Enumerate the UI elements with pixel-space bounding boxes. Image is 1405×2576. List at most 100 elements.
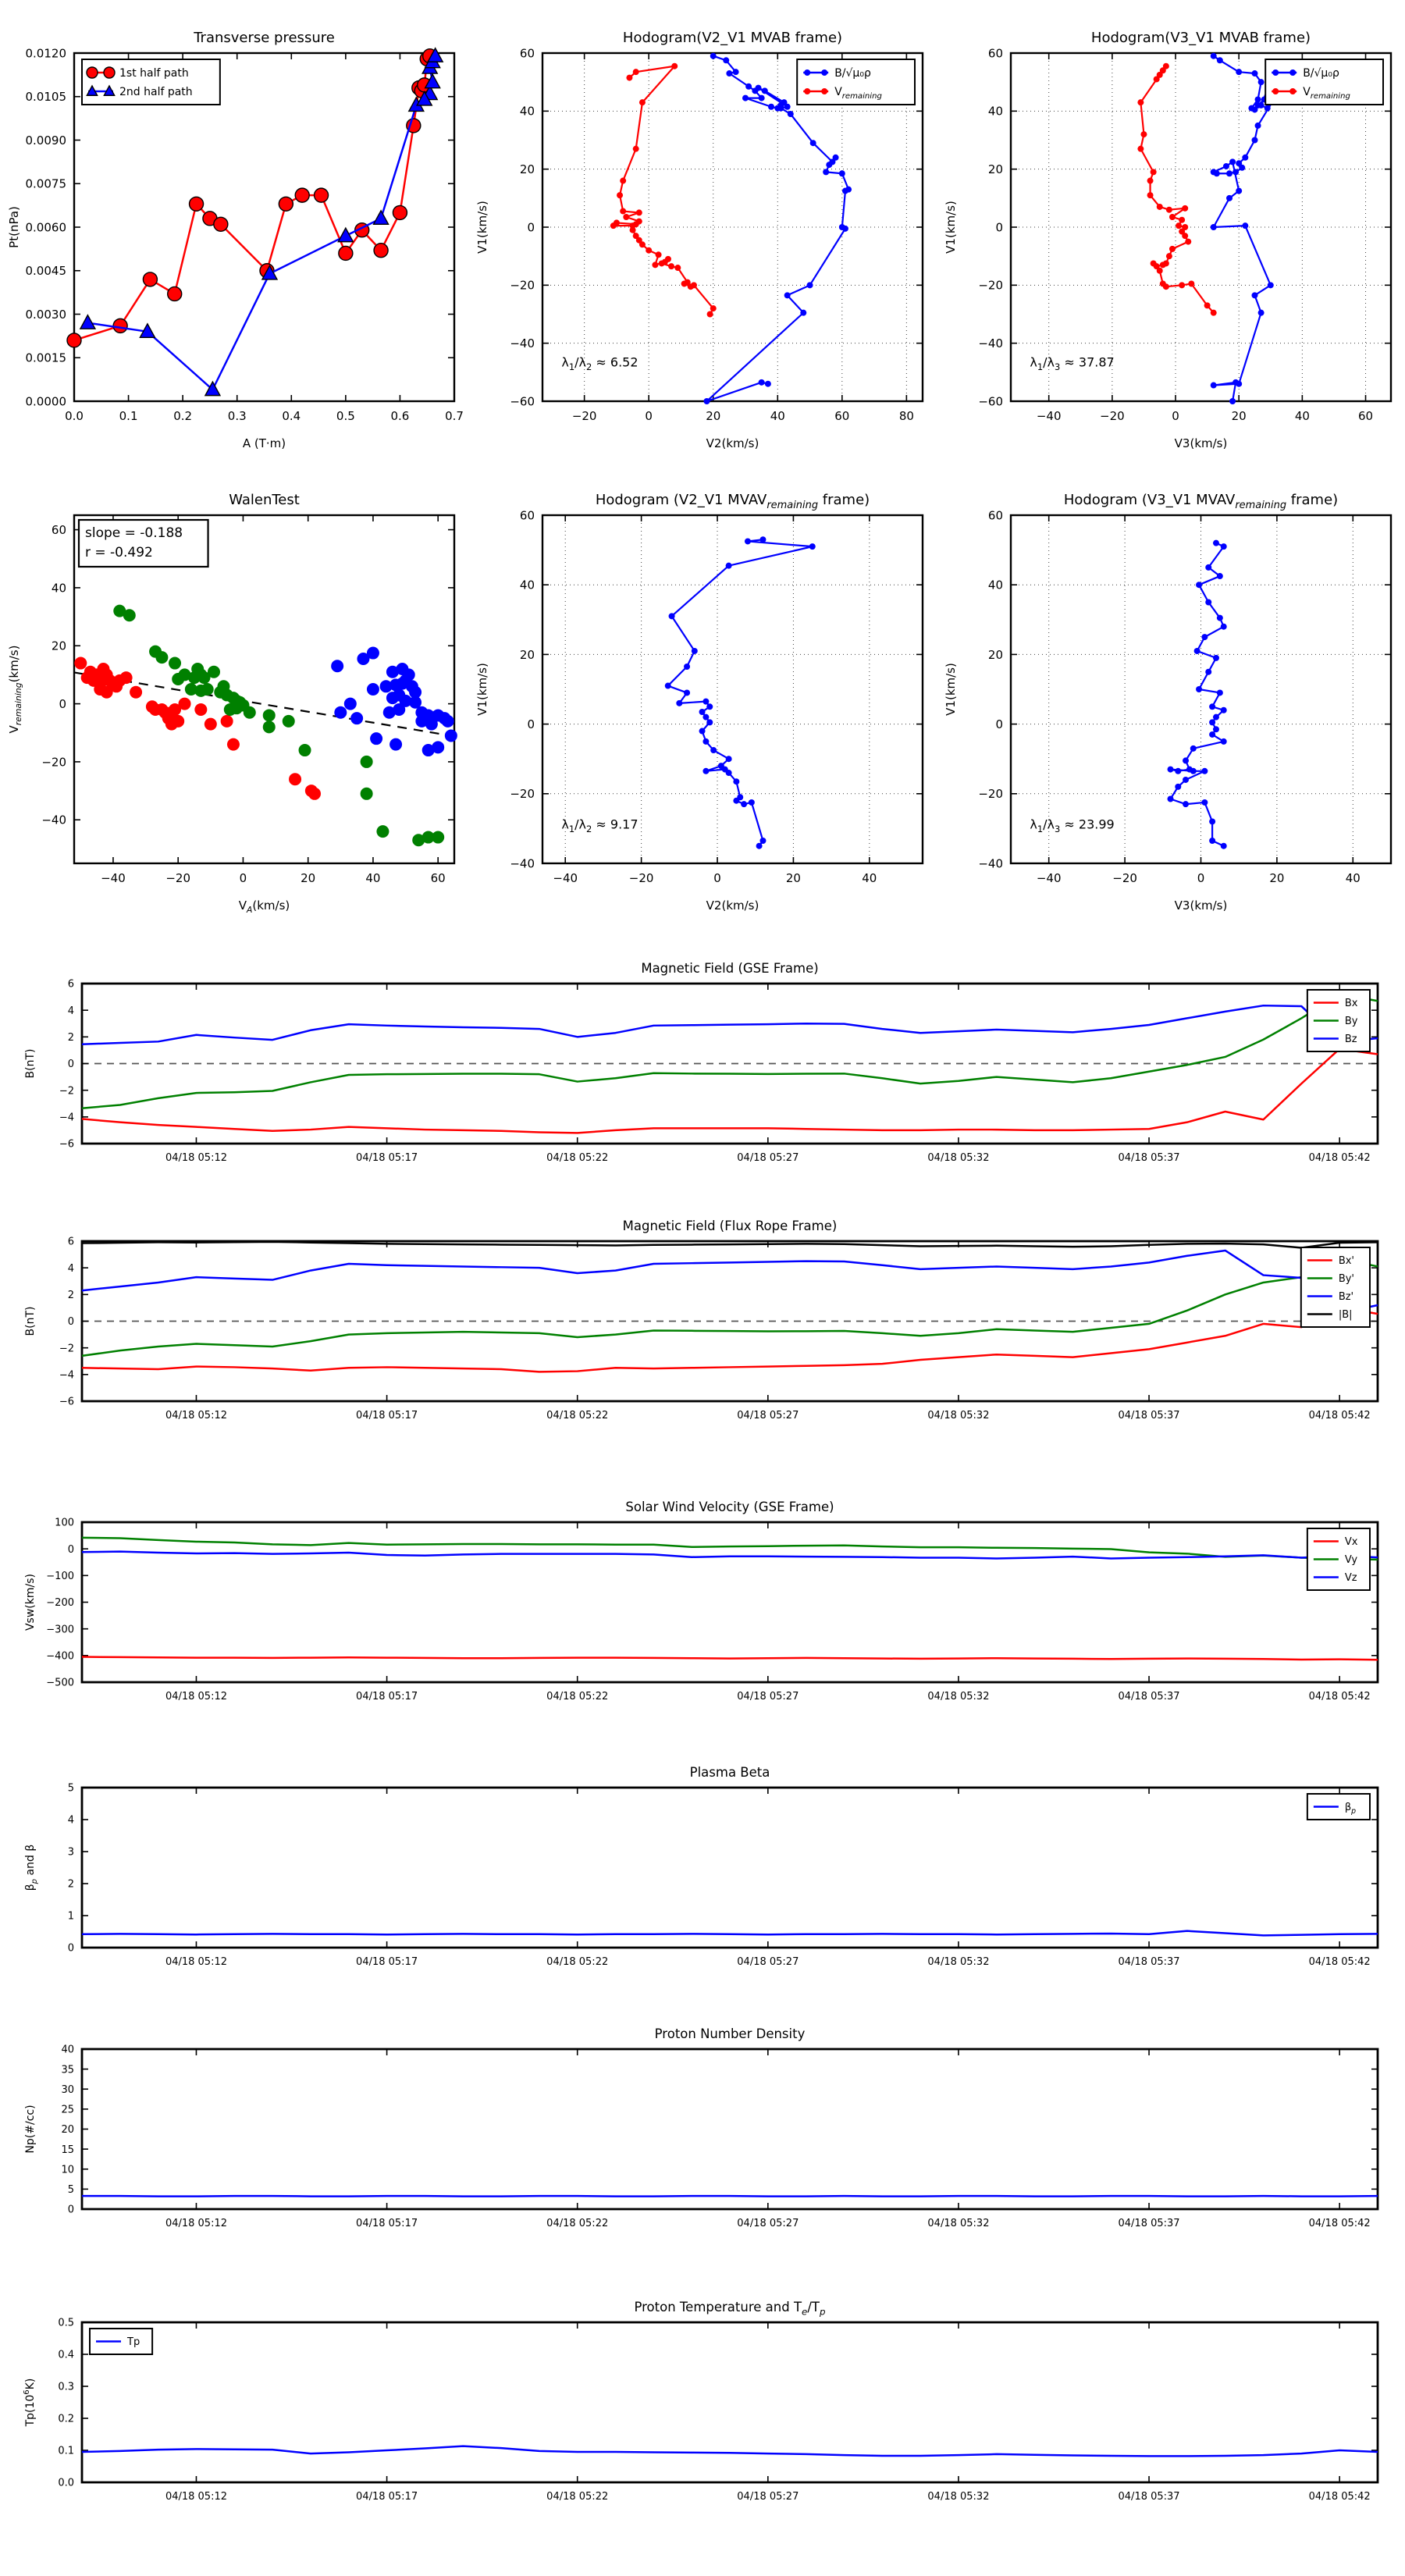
- series-tp: [81, 2445, 1378, 2457]
- scatter-group-green: [113, 604, 445, 847]
- x-tick-label: 04/18 05:27: [737, 1152, 799, 1164]
- legend-label: Vremaining: [834, 86, 882, 101]
- y-tick-label: −40: [510, 336, 535, 350]
- y-axis-label: Np(#/cc): [24, 2105, 37, 2153]
- stats-line: slope = -0.188: [85, 525, 183, 541]
- series-v-remaining: [610, 62, 717, 318]
- plot-title: Hodogram(V3_V1 MVAB frame): [1091, 30, 1311, 46]
- x-tick-label: 40: [862, 871, 877, 885]
- y-tick-label: 20: [988, 648, 1003, 662]
- x-tick-label: −20: [629, 871, 654, 885]
- y-tick-label: −6: [59, 1139, 74, 1151]
- y-tick-label: −40: [510, 856, 535, 870]
- x-tick-label: 40: [1295, 409, 1310, 423]
- y-tick-label: 0: [68, 1316, 74, 1328]
- hodogram-v3v1-mvav-plot: −40 −20 0 20 40 −40 −20 0 20 40 60 Hodogram (V3_V1 …: [944, 492, 1393, 913]
- x-tick-label: 40: [770, 409, 785, 423]
- x-tick-label: 04/18 05:17: [356, 1956, 418, 1968]
- magnetic-field-gse-plot: 04/18 05:12 04/18 05:17 04/18 05:22 04/18 0…: [24, 961, 1379, 1164]
- x-tick-label: 0.2: [173, 409, 192, 423]
- y-tick-label: 0.0090: [26, 133, 67, 148]
- x-tick-label: 80: [899, 409, 914, 423]
- series-v-hodogram: [1167, 539, 1227, 849]
- y-tick-label: −20: [978, 279, 1003, 293]
- x-tick-label: 04/18 05:37: [1119, 1691, 1180, 1703]
- y-tick-label: −100: [46, 1571, 74, 1582]
- y-axis-label: V1(km/s): [475, 663, 489, 716]
- y-tick-label: 0: [68, 2204, 74, 2216]
- legend-label: Bx': [1339, 1255, 1354, 1267]
- x-axis-label: V3(km/s): [1175, 898, 1228, 913]
- series-vx: [81, 1656, 1378, 1661]
- legend-label: 1st half path: [119, 67, 189, 80]
- plot-title: Hodogram(V2_V1 MVAB frame): [623, 30, 842, 46]
- series-b-sqrt-mu0-rho-: [703, 52, 852, 404]
- x-tick-label: 0: [1172, 409, 1179, 423]
- legend-label: Tp: [126, 2336, 140, 2348]
- legend-label: Vx: [1345, 1536, 1358, 1548]
- y-tick-label: 0: [68, 1943, 74, 1955]
- series-v-remaining: [1137, 62, 1217, 316]
- axes-plot-bgse: [80, 982, 1379, 1145]
- y-axis-label: B(nT): [24, 1307, 37, 1336]
- scatter-group-red: [74, 656, 322, 800]
- x-tick-label: 04/18 05:42: [1309, 1410, 1371, 1421]
- y-tick-label: 20: [520, 162, 535, 176]
- x-tick-label: 0: [240, 871, 247, 885]
- x-tick-label: −40: [553, 871, 578, 885]
- x-tick-label: 0: [713, 871, 721, 885]
- y-tick-label: 4: [68, 1005, 74, 1017]
- x-tick-label: 04/18 05:17: [356, 1152, 418, 1164]
- legend-label: Vremaining: [1303, 86, 1350, 101]
- y-tick-label: 2: [68, 1879, 74, 1891]
- y-tick-label: 20: [52, 639, 66, 653]
- x-tick-label: 20: [1269, 871, 1284, 885]
- y-axis-label: Vremaining(km/s): [7, 646, 23, 734]
- y-axis-label: V1(km/s): [475, 201, 489, 254]
- y-tick-label: 10: [61, 2164, 74, 2176]
- y-tick-label: 40: [520, 578, 535, 592]
- y-tick-label: −2: [59, 1085, 74, 1097]
- y-tick-label: −40: [978, 336, 1003, 350]
- legend-label: Bz: [1345, 1034, 1357, 1045]
- x-tick-label: 04/18 05:27: [737, 1956, 799, 1968]
- y-tick-label: 0: [995, 220, 1003, 234]
- y-tick-label: 0: [527, 717, 535, 731]
- x-tick-label: 04/18 05:12: [165, 1152, 227, 1164]
- y-tick-label: 30: [61, 2084, 74, 2096]
- x-tick-label: 04/18 05:17: [356, 2218, 418, 2229]
- plot-title: WalenTest: [229, 492, 300, 508]
- x-tick-label: −40: [1037, 871, 1062, 885]
- legend: 1st half path 2nd half path: [81, 59, 221, 105]
- series--b-: [81, 1240, 1378, 1249]
- x-axis-label: V2(km/s): [706, 898, 759, 913]
- y-tick-label: 60: [520, 508, 535, 522]
- series-bx: [81, 1048, 1378, 1134]
- y-tick-label: −4: [59, 1112, 74, 1124]
- plot-title: Hodogram (V2_V1 MVAVremaining frame): [596, 492, 870, 511]
- y-tick-label: 60: [52, 523, 66, 537]
- y-tick-label: 4: [68, 1263, 74, 1275]
- series-by: [81, 993, 1378, 1109]
- legend: Tp: [89, 2328, 154, 2355]
- x-tick-label: 60: [1358, 409, 1373, 423]
- series-2nd-half-path: [79, 47, 444, 397]
- y-tick-label: 0.0045: [26, 264, 67, 278]
- series-beta-p: [81, 1930, 1378, 1937]
- x-tick-label: 04/18 05:42: [1309, 2218, 1371, 2229]
- hodogram-v3v1-mvab-plot: −40 −20 0 20 40 60 −60 −40 −20 0 20 40 60 Hodogram(V3…: [944, 30, 1393, 450]
- x-axis-label: VA(km/s): [239, 898, 290, 915]
- y-tick-label: 0.5: [58, 2318, 74, 2329]
- x-tick-label: 04/18 05:27: [737, 1691, 799, 1703]
- x-axis-label: A (T·m): [243, 436, 286, 450]
- y-tick-label: 40: [988, 578, 1003, 592]
- legend-label: B/√μ₀ρ: [1303, 67, 1339, 80]
- eigenvalue-annotation: λ1/λ2 ≈ 6.52: [561, 354, 638, 372]
- axes-plot-walen: [73, 514, 456, 865]
- y-axis-label: Tp(106K): [23, 2379, 37, 2428]
- legend-label: Bz': [1339, 1291, 1353, 1303]
- x-tick-label: −20: [165, 871, 190, 885]
- y-tick-label: 0.0000: [26, 394, 67, 408]
- y-tick-label: −40: [978, 856, 1003, 870]
- plot-title: Proton Number Density: [655, 2026, 806, 2041]
